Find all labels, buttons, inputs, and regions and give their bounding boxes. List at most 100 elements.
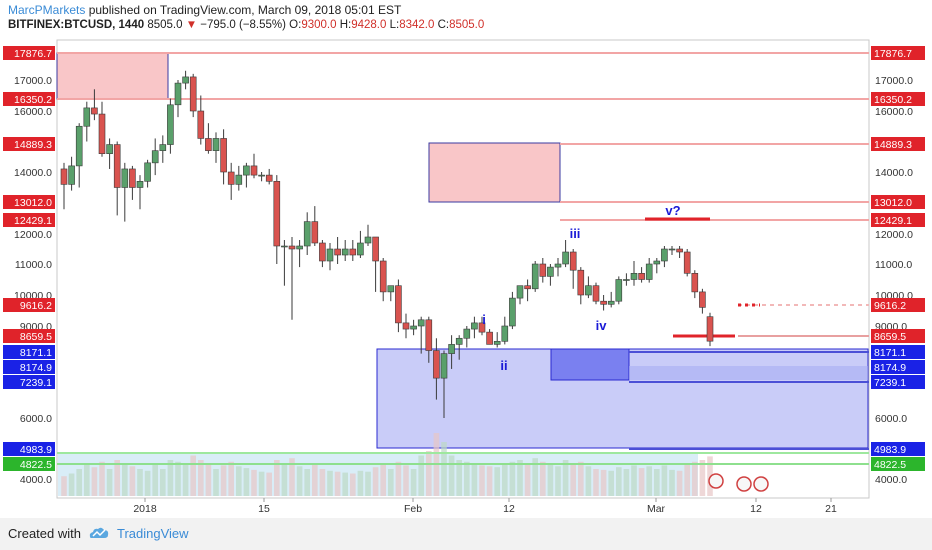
volume-bar — [365, 471, 371, 496]
price-badge-left-text: 8174.9 — [20, 362, 52, 374]
open-value: 9300.0 — [301, 19, 337, 31]
y-tick-right: 12000.0 — [875, 229, 913, 241]
candle-body — [661, 248, 668, 262]
x-tick-label: 15 — [258, 503, 270, 515]
candle-body — [638, 272, 645, 280]
price-badge-left-text: 8171.1 — [20, 347, 52, 359]
candle-body — [159, 144, 167, 151]
price-badge-left-text: 7239.1 — [20, 377, 52, 389]
volume-bar — [646, 466, 652, 496]
footer-bar: Created with TradingView — [0, 518, 932, 550]
low-label: L: — [389, 19, 400, 31]
x-tick-label: Feb — [404, 503, 422, 515]
price-badge-right — [871, 298, 925, 312]
tradingview-brand[interactable]: TradingView — [117, 526, 189, 541]
price-badge-left — [3, 92, 55, 106]
volume-bar — [106, 469, 113, 496]
price-badge-left-text: 14889.3 — [14, 139, 52, 151]
volume-bar — [585, 466, 592, 496]
candle-body — [205, 138, 212, 151]
publish-line: MarcPMarkets published on TradingView.co… — [8, 3, 401, 17]
y-tick-right: 16000.0 — [875, 106, 913, 118]
volume-bar — [448, 455, 455, 496]
candle-body — [425, 319, 433, 351]
candle-body — [455, 337, 463, 345]
volume-bar — [76, 469, 82, 496]
volume-bar — [608, 470, 614, 496]
candle-body — [288, 245, 296, 250]
candle-body — [699, 291, 706, 308]
candle-body — [349, 248, 357, 256]
volume-bar — [334, 471, 341, 496]
ohlc-line: BITFINEX:BTCUSD, 1440 8505.0 ▼ −795.0 (−… — [8, 19, 484, 31]
volume-bar — [160, 469, 166, 496]
candle-body — [402, 322, 410, 330]
volume-bar — [228, 461, 234, 496]
volume-bar — [91, 467, 98, 496]
price-badge-left — [3, 46, 55, 60]
price-badge-left — [3, 442, 55, 456]
candle-body — [509, 297, 516, 327]
candle-body — [250, 165, 258, 176]
volume-bar — [350, 473, 356, 496]
y-tick-left: 16000.0 — [14, 106, 52, 118]
close-value: 8505.0 — [449, 19, 485, 31]
y-tick-left: 17000.0 — [14, 75, 52, 87]
x-tick-label: 12 — [503, 503, 515, 515]
y-tick-right: 14000.0 — [875, 167, 913, 179]
price-badge-left-text: 4983.9 — [20, 444, 52, 456]
y-tick-left: 12000.0 — [14, 229, 52, 241]
candle-body — [524, 285, 531, 290]
volume-bar — [593, 469, 599, 496]
volume-bar — [540, 461, 546, 496]
event-flag-icon — [753, 476, 769, 492]
price-badge-left — [3, 137, 55, 151]
candle-body — [357, 242, 364, 256]
candle-body — [129, 168, 136, 188]
volume-bar — [426, 451, 432, 496]
volume-bar — [555, 466, 561, 496]
candle-body — [91, 107, 98, 115]
volume-bar — [281, 464, 288, 496]
candle-body — [395, 285, 402, 324]
volume-bar — [319, 469, 326, 496]
volume-bar — [669, 469, 675, 496]
price-badge-right — [871, 360, 925, 374]
price-badge-left-text: 9616.2 — [20, 300, 52, 312]
price-badge-left — [3, 329, 55, 343]
price-badge-right-text: 9616.2 — [874, 300, 906, 312]
volume-bar — [547, 464, 554, 496]
price-badge-left-text: 16350.2 — [14, 94, 52, 106]
tradingview-logo-icon[interactable] — [88, 525, 110, 541]
y-tick-right: 11000.0 — [875, 259, 912, 271]
price-badge-right-text: 17876.7 — [874, 48, 912, 60]
volume-bar — [616, 467, 622, 496]
candle-body — [630, 272, 638, 280]
price-badge-right — [871, 442, 925, 456]
event-flag-icon — [708, 473, 724, 489]
volume-bar — [380, 463, 386, 496]
candle-body — [607, 300, 615, 305]
candle-body — [471, 322, 478, 330]
candle-body — [585, 285, 592, 296]
candle-body — [539, 263, 547, 277]
candle-body — [531, 263, 539, 290]
high-label: H: — [339, 19, 352, 31]
candle-body — [372, 236, 379, 262]
candle-body — [501, 325, 509, 342]
down-arrow-icon: ▼ — [185, 19, 198, 31]
volume-bar — [388, 469, 394, 496]
demand-zone-small — [550, 348, 630, 381]
author-link[interactable]: MarcPMarkets — [8, 3, 86, 17]
candle-body — [683, 251, 691, 274]
candle-body — [98, 113, 106, 155]
candle-body — [364, 236, 372, 244]
price-badge-right-text: 12429.1 — [874, 215, 912, 227]
volume-bar — [410, 469, 417, 496]
price-badge-right — [871, 345, 925, 359]
candle-body — [486, 331, 493, 345]
y-tick-left: 11000.0 — [15, 259, 52, 271]
candle-body — [448, 344, 455, 354]
price-badge-left — [3, 195, 55, 209]
